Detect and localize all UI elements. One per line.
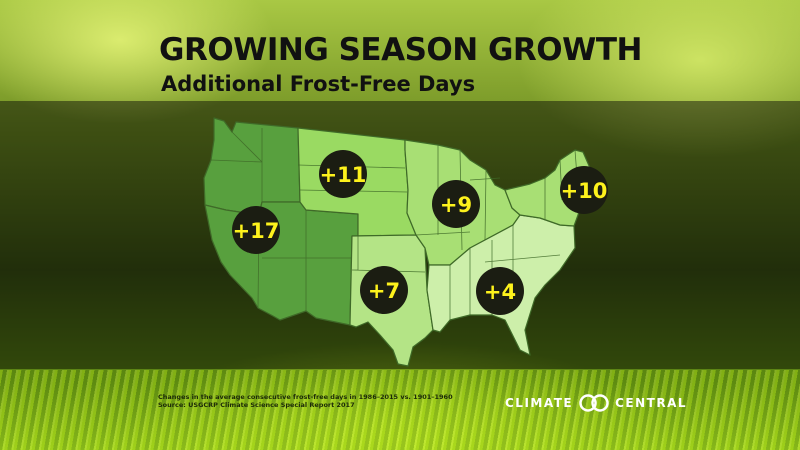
region-northwest xyxy=(203,117,301,216)
region-southwest xyxy=(204,201,359,326)
badge-label: +9 xyxy=(440,193,472,217)
climate-central-logo: CLIMATE CENTRAL xyxy=(505,393,687,413)
badge-northeast: +10 xyxy=(560,166,608,214)
badge-great-plains-north: +11 xyxy=(319,150,367,198)
badge-southwest: +17 xyxy=(232,206,280,254)
badge-great-plains-south: +7 xyxy=(360,266,408,314)
footnote: Changes in the average consecutive frost… xyxy=(158,393,453,409)
footnote-source: Source: USGCRP Climate Science Special R… xyxy=(158,401,355,409)
badge-circle xyxy=(476,267,524,315)
badge-label: +4 xyxy=(484,280,516,304)
badge-circle xyxy=(319,150,367,198)
logo-word-left: CLIMATE xyxy=(505,396,574,410)
badges: +17 +11 +9 +10 +7 +4 xyxy=(232,150,608,315)
map-title: GROWING SEASON GROWTH xyxy=(159,32,642,68)
badge-label: +7 xyxy=(368,279,400,303)
badge-circle xyxy=(560,166,608,214)
footnote-description: Changes in the average consecutive frost… xyxy=(158,393,453,401)
map-subtitle: Additional Frost-Free Days xyxy=(161,72,476,96)
badge-circle xyxy=(360,266,408,314)
badge-circle xyxy=(232,206,280,254)
badge-midwest: +9 xyxy=(432,180,480,228)
badge-label: +10 xyxy=(561,179,608,203)
climate-central-rings-icon xyxy=(579,394,609,412)
logo-word-right: CENTRAL xyxy=(615,396,688,410)
badge-label: +11 xyxy=(320,163,367,187)
grass-foreground xyxy=(0,370,800,450)
badge-southeast: +4 xyxy=(476,267,524,315)
badge-label: +17 xyxy=(233,219,280,243)
badge-circle xyxy=(432,180,480,228)
